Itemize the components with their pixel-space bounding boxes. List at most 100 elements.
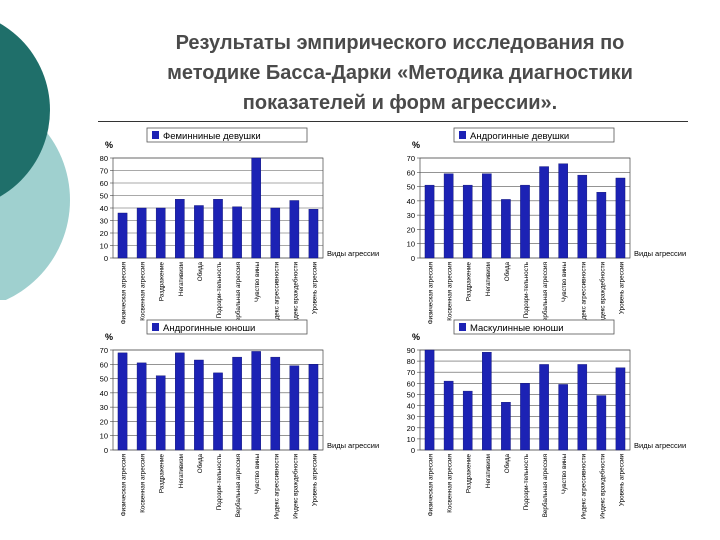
y-tick-label: 0 [104, 254, 108, 263]
bar-11 [308, 209, 319, 259]
bar-8 [251, 351, 261, 451]
chart-masculine-boys: Маскулинные юноши% 0 10 20 30 40 50 60 70 80 90 Физ… [392, 318, 692, 528]
bar-11 [615, 367, 626, 451]
bar-2 [443, 173, 454, 259]
category-label: Обида [503, 454, 511, 474]
legend: Феминниные девушки [146, 127, 308, 143]
category-label: Чувство вины [254, 262, 261, 303]
bar-5 [194, 359, 204, 451]
bar-11 [308, 364, 319, 451]
category-label: Негативизм [178, 262, 185, 296]
bar-2 [443, 380, 454, 451]
bar-4 [482, 173, 492, 259]
y-tick-label: 20 [407, 424, 415, 433]
legend-label: Андрогинные юноши [163, 323, 255, 334]
y-axis-unit: % [412, 332, 420, 342]
legend: Андрогинные девушки [453, 127, 615, 143]
legend-box [453, 127, 615, 143]
y-tick-label: 70 [407, 368, 415, 377]
y-tick-label: 50 [407, 390, 415, 399]
category-label: Вербальная агрессия [541, 262, 549, 325]
y-tick-label: 30 [407, 211, 415, 220]
category-label: Уровень агрессии [311, 262, 318, 315]
category-label: Подозри-тельность [523, 261, 530, 318]
dark-teal-circle [0, 23, 50, 197]
y-tick-label: 50 [407, 183, 415, 192]
bar-6 [213, 199, 223, 259]
category-label: Раздражение [466, 262, 473, 302]
bar-4 [482, 352, 492, 451]
y-tick-label: 60 [407, 168, 415, 177]
bar-8 [251, 157, 261, 259]
bar-1 [117, 352, 128, 451]
category-label: Уровень агрессии [618, 262, 625, 315]
category-label: Вербальная агрессия [234, 262, 242, 325]
bar-7 [232, 356, 242, 451]
bar-5 [501, 402, 511, 451]
bar-2 [136, 362, 147, 451]
chart-svg: Андрогинные девушки% 0 10 20 30 40 50 60 70 Физич… [407, 127, 686, 327]
category-label: Подозри-тельность [523, 453, 530, 510]
legend-swatch [459, 131, 466, 139]
y-tick-label: 60 [407, 379, 415, 388]
y-tick-label: 40 [100, 389, 108, 398]
bar-1 [117, 212, 128, 259]
bar-3 [462, 184, 473, 259]
category-label: Индекс враждебности [598, 262, 606, 327]
decorative-circles [0, 23, 70, 300]
bar-10 [596, 395, 607, 451]
legend-label: Андрогинные девушки [470, 131, 569, 142]
y-tick-label: 30 [100, 403, 108, 412]
bar-10 [289, 200, 300, 259]
bar-5 [501, 199, 511, 259]
bar-10 [596, 192, 607, 259]
y-tick-label: 30 [100, 217, 108, 226]
y-tick-label: 10 [100, 432, 108, 441]
category-label: Индекс агрессивности [273, 454, 280, 520]
bar-2 [136, 207, 147, 259]
category-label: Негативизм [485, 454, 492, 488]
bar-7 [539, 166, 549, 259]
chart-androgynous-girls: Андрогинные девушки% 0 10 20 30 40 50 60 70 Физич… [392, 126, 692, 336]
y-tick-label: 20 [407, 225, 415, 234]
category-label: Индекс агрессивности [273, 262, 280, 328]
y-axis-unit: % [105, 140, 113, 150]
category-label: Негативизм [178, 454, 185, 488]
category-label: Чувство вины [561, 262, 568, 303]
legend-swatch [459, 323, 466, 331]
category-label: Вербальная агрессия [234, 454, 242, 517]
y-tick-label: 20 [100, 417, 108, 426]
y-tick-label: 50 [100, 375, 108, 384]
category-label: Негативизм [485, 262, 492, 296]
x-axis-label: Виды агрессии [634, 441, 686, 450]
y-tick-label: 50 [100, 192, 108, 201]
category-label: Индекс враждебности [598, 454, 606, 519]
category-label: Индекс агрессивности [580, 454, 587, 520]
x-axis-label: Виды агрессии [327, 441, 379, 450]
bar-9 [577, 174, 588, 259]
category-label: Подозри-тельность [216, 453, 223, 510]
chart-androgynous-boys: Андрогинные юноши% 0 10 20 30 40 50 60 70 Физичес… [85, 318, 385, 528]
category-label: Чувство вины [254, 454, 261, 495]
category-label: Физическая агрессия [428, 454, 435, 516]
y-tick-label: 70 [407, 154, 415, 163]
y-tick-label: 70 [100, 346, 108, 355]
y-axis-unit: % [412, 140, 420, 150]
chart-svg: Андрогинные юноши% 0 10 20 30 40 50 60 70 Физичес… [100, 319, 379, 520]
legend: Андрогинные юноши [146, 319, 308, 335]
bar-6 [213, 372, 223, 451]
bar-7 [232, 206, 242, 259]
bar-10 [289, 365, 300, 451]
y-tick-label: 10 [100, 242, 108, 251]
legend-box [453, 319, 615, 335]
y-tick-label: 90 [407, 346, 415, 355]
category-label: Косвенная агрессия [447, 262, 454, 321]
legend-swatch [152, 323, 159, 331]
category-label: Косвенная агрессия [140, 454, 147, 513]
category-label: Обида [196, 262, 204, 282]
bar-3 [462, 390, 473, 451]
bar-6 [520, 184, 530, 259]
category-label: Чувство вины [561, 454, 568, 495]
category-label: Физическая агрессия [428, 262, 435, 324]
y-tick-label: 40 [100, 204, 108, 213]
